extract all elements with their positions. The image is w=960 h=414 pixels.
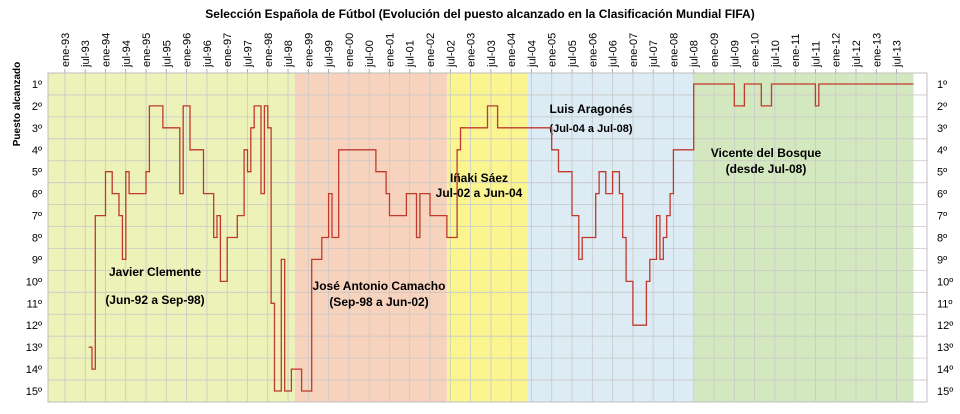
- y-tick-label-right: 9º: [937, 254, 947, 266]
- period-sublabel: (Sep-98 a Jun-02): [329, 295, 428, 309]
- x-tick-label: jul-07: [648, 40, 660, 68]
- x-tick-label: ene-08: [668, 33, 680, 67]
- y-tick-label-left: 4º: [32, 145, 42, 157]
- y-tick-label-left: 7º: [32, 211, 42, 223]
- y-tick-label-right: 15º: [937, 386, 953, 398]
- y-axis-label: Puesto alcanzado: [12, 62, 23, 146]
- period-label: José Antonio Camacho: [313, 279, 446, 293]
- x-tick-label: jul-04: [526, 40, 538, 68]
- y-tick-label-left: 6º: [32, 189, 42, 201]
- x-tick-label: jul-12: [851, 40, 863, 68]
- x-tick-label: jul-11: [810, 41, 822, 68]
- period-label: Javier Clemente: [109, 265, 201, 279]
- period-label: Vicente del Bosque: [711, 146, 822, 160]
- x-tick-label: jul-05: [567, 40, 579, 68]
- x-tick-label: ene-00: [344, 33, 356, 67]
- x-tick-label: ene-97: [222, 33, 234, 67]
- period-bands: [48, 73, 914, 402]
- y-tick-label-right: 2º: [937, 101, 947, 113]
- period-label: Iñaki Sáez: [450, 171, 508, 185]
- x-tick-label: jul-13: [892, 40, 904, 68]
- x-tick-label: jul-01: [405, 40, 417, 68]
- period-sublabel: (Jul-04 a Jul-08): [549, 123, 632, 135]
- y-tick-label-right: 12º: [937, 320, 953, 332]
- y-tick-label-left: 5º: [32, 167, 42, 179]
- x-tick-label: jul-00: [364, 40, 376, 68]
- x-tick-label: ene-98: [263, 33, 275, 67]
- y-tick-label-left: 2º: [32, 101, 42, 113]
- period-band-4: [693, 73, 914, 402]
- y-tick-label-right: 6º: [937, 189, 947, 201]
- period-annotations: Javier Clemente (Jun-92 a Sep-98) José Ant…: [105, 102, 821, 309]
- y-tick-label-right: 8º: [937, 233, 947, 245]
- period-label: Luis Aragonés: [550, 102, 633, 116]
- x-tick-label: ene-96: [182, 33, 194, 67]
- x-tick-label: jul-99: [324, 40, 336, 68]
- x-tick-label: ene-09: [709, 33, 721, 67]
- y-tick-label-left: 14º: [26, 364, 42, 376]
- x-tick-label: ene-10: [750, 33, 762, 67]
- x-tick-label: jul-96: [202, 40, 214, 68]
- x-tick-label: jul-98: [283, 40, 295, 68]
- x-tick-label: ene-06: [587, 33, 599, 67]
- y-axis-left-tick-labels: 1º 2º 3º 4º 5º 6º 7º 8º 9º 10º 11º 12º 13º 14º 15º: [26, 79, 42, 398]
- y-tick-label-left: 9º: [32, 254, 42, 266]
- x-tick-label: ene-03: [466, 33, 478, 67]
- x-axis-tick-labels: ene-93 jul-93 ene-94 jul-94 ene-95 jul-95 ene-…: [60, 33, 904, 68]
- y-tick-label-left: 12º: [26, 320, 42, 332]
- x-tick-label: jul-10: [770, 40, 782, 68]
- x-tick-label: jul-08: [689, 40, 701, 68]
- x-tick-label: ene-02: [425, 33, 437, 67]
- plot-frame: [47, 72, 928, 403]
- y-tick-label-right: 1º: [937, 79, 947, 91]
- period-sublabel: Jul-02 a Jun-04: [436, 186, 523, 200]
- x-tick-label: jul-03: [486, 40, 498, 68]
- x-tick-label: ene-95: [141, 33, 153, 67]
- y-tick-label-right: 14º: [937, 364, 953, 376]
- y-tick-label-left: 3º: [32, 123, 42, 135]
- x-tick-label: ene-05: [547, 33, 559, 67]
- y-tick-label-right: 11º: [937, 298, 952, 310]
- x-tick-label: ene-07: [628, 33, 640, 67]
- x-tick-label: jul-06: [608, 40, 620, 68]
- y-tick-label-left: 8º: [32, 233, 42, 245]
- y-tick-label-left: 1º: [32, 79, 42, 91]
- y-tick-label-right: 4º: [937, 145, 947, 157]
- y-tick-label-right: 13º: [937, 342, 953, 354]
- x-tick-label: ene-12: [831, 33, 843, 67]
- x-tick-label: ene-94: [100, 33, 112, 67]
- x-tick-label: jul-93: [80, 40, 92, 68]
- x-tick-label: jul-09: [729, 40, 741, 68]
- y-tick-label-left: 15º: [26, 386, 42, 398]
- x-tick-label: ene-01: [384, 33, 396, 67]
- y-tick-label-right: 10º: [937, 276, 953, 288]
- grid-lines: [47, 69, 928, 403]
- x-tick-label: jul-94: [121, 40, 133, 68]
- x-tick-label: ene-11: [790, 34, 802, 67]
- y-tick-label-right: 7º: [937, 211, 947, 223]
- period-band-1: [294, 73, 447, 402]
- chart-title: Selección Española de Fútbol (Evolución …: [205, 7, 754, 21]
- x-tick-label: ene-04: [506, 33, 518, 67]
- x-tick-label: jul-02: [445, 40, 457, 68]
- x-tick-label: ene-13: [871, 33, 883, 67]
- y-tick-label-right: 5º: [937, 167, 947, 179]
- y-tick-label-left: 10º: [26, 276, 42, 288]
- y-tick-label-left: 13º: [26, 342, 42, 354]
- ranking-series-line: [88, 83, 914, 392]
- x-tick-label: jul-95: [161, 40, 173, 68]
- period-sublabel: (desde Jul-08): [726, 162, 807, 176]
- y-axis-right-tick-labels: 1º 2º 3º 4º 5º 6º 7º 8º 9º 10º 11º 12º 13º 14º 15º: [937, 79, 953, 398]
- x-tick-label: ene-93: [60, 33, 72, 67]
- y-tick-label-left: 11º: [27, 298, 42, 310]
- x-tick-label: ene-99: [303, 33, 315, 67]
- x-tick-label: jul-97: [242, 40, 254, 68]
- y-tick-label-right: 3º: [937, 123, 947, 135]
- period-sublabel: (Jun-92 a Sep-98): [105, 293, 204, 307]
